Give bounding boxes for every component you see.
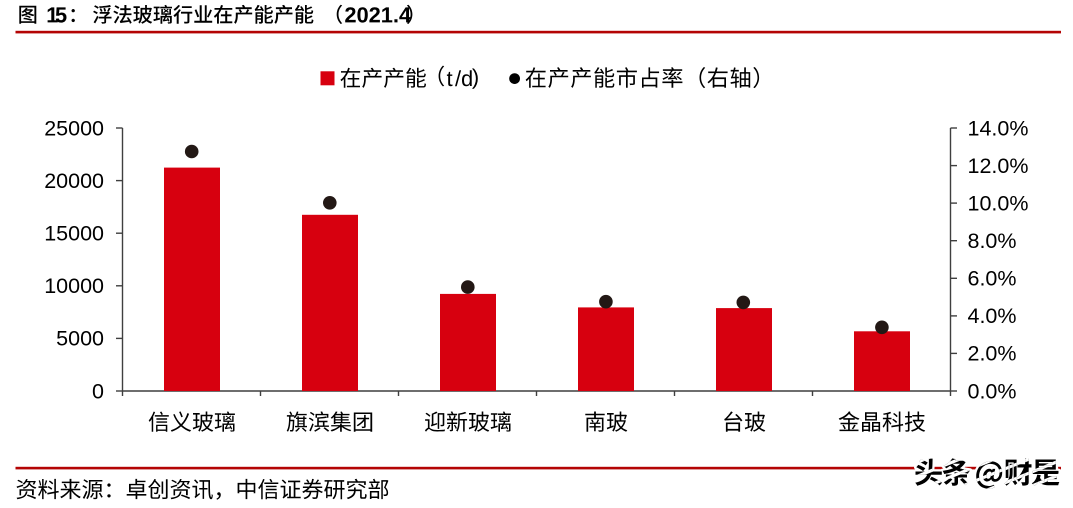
svg-text:2.0%: 2.0% (968, 342, 1017, 366)
svg-text:15000: 15000 (44, 222, 104, 246)
svg-text:20000: 20000 (44, 169, 104, 193)
svg-text:25000: 25000 (44, 116, 104, 140)
svg-text:12.0%: 12.0% (968, 154, 1029, 178)
svg-text:6.0%: 6.0% (968, 267, 1017, 291)
svg-text:4.0%: 4.0% (968, 304, 1017, 328)
svg-text:10000: 10000 (44, 274, 104, 298)
svg-text:8.0%: 8.0% (968, 229, 1017, 253)
svg-text:14.0%: 14.0% (968, 116, 1029, 140)
svg-text:0.0%: 0.0% (968, 379, 1017, 403)
svg-text:5000: 5000 (56, 327, 104, 351)
svg-text:10.0%: 10.0% (968, 191, 1029, 215)
svg-text:0: 0 (92, 379, 104, 403)
